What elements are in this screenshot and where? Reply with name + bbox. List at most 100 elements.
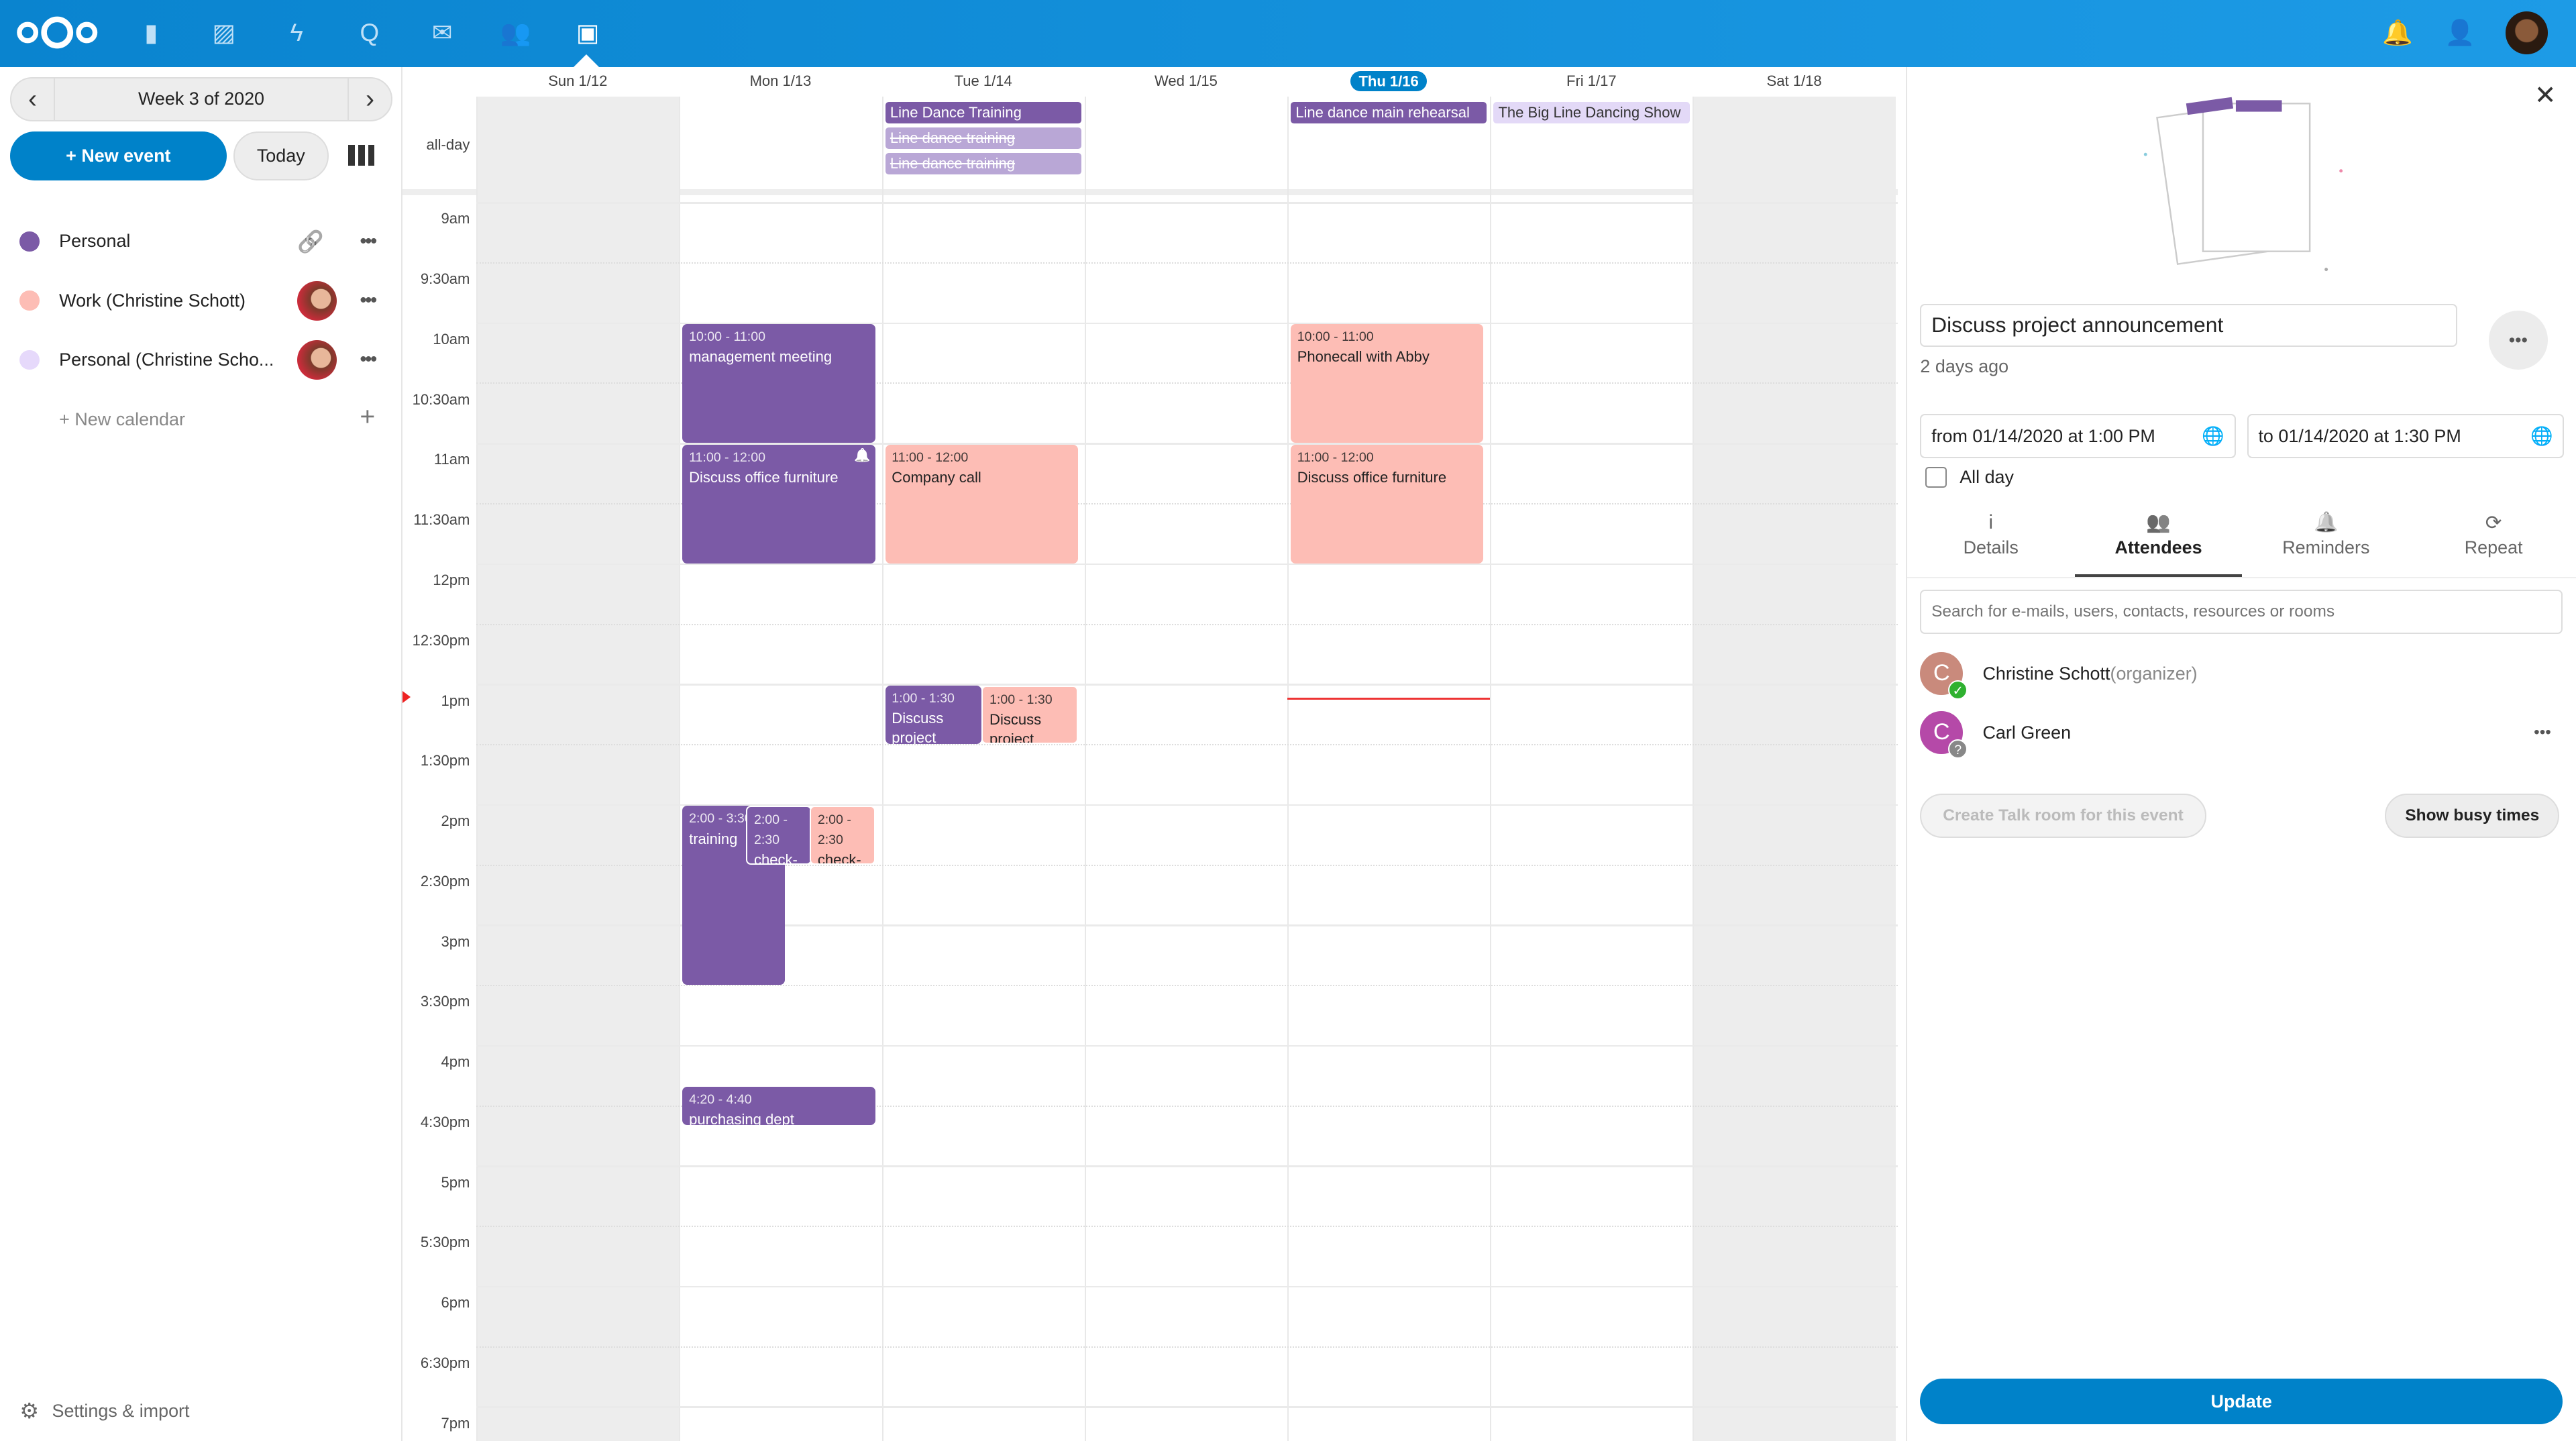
calendar-event[interactable]: 10:00 - 11:00 Phonecall with Abby — [1290, 324, 1484, 443]
next-week-button[interactable]: › — [365, 85, 374, 114]
calendar-event[interactable]: 11:00 - 12:00 Company call — [885, 444, 1079, 564]
notifications-icon[interactable]: 🔔 — [2382, 18, 2413, 46]
event-title-input[interactable]: Discuss project announcement — [1920, 304, 2458, 347]
contacts-icon[interactable]: 👥 — [500, 18, 531, 46]
time-label: 1pm — [441, 692, 470, 709]
calendar-item[interactable]: Personal 🔗 ••• — [0, 212, 402, 271]
calendar-color-dot[interactable] — [19, 350, 40, 370]
timezone-globe-icon[interactable]: 🌐 — [2530, 426, 2553, 447]
attendee-search-input[interactable] — [1920, 590, 2563, 635]
nextcloud-logo[interactable] — [16, 16, 98, 49]
bell-icon: 🔔 — [2314, 511, 2339, 533]
event-time: 1:00 - 1:30 — [892, 690, 955, 706]
user-avatar[interactable] — [2505, 11, 2548, 54]
event-time: 1:00 - 1:30 — [989, 692, 1053, 707]
calendar-icon[interactable]: ▣ — [576, 18, 600, 46]
calendar-event[interactable]: 4:20 - 4:40 purchasing dept — [682, 1087, 875, 1126]
attendee-row[interactable]: C? Carl Green ••• — [1920, 705, 2561, 761]
calendar-event[interactable]: 11:00 - 12:00 Discuss office furniture 🔔 — [682, 444, 875, 564]
divider — [1907, 576, 2576, 579]
grid-line — [476, 1346, 1898, 1348]
day-header[interactable]: Sun 1/12 — [548, 72, 608, 90]
activity-icon[interactable]: ϟ — [290, 18, 303, 46]
plus-icon[interactable]: + — [360, 403, 376, 431]
day-column[interactable] — [1084, 97, 1287, 1441]
day-column[interactable] — [476, 97, 680, 1441]
new-calendar-button[interactable]: + New calendar — [59, 409, 185, 429]
tab-details[interactable]: i Details — [1907, 511, 2075, 577]
calendar-event[interactable]: 1:00 - 1:30 Discuss project — [981, 685, 1079, 745]
calendar-event[interactable]: 10:00 - 11:00 management meeting — [682, 324, 875, 443]
accepted-check-icon: ✓ — [1948, 680, 1968, 700]
new-event-button[interactable]: + New event — [9, 131, 227, 181]
day-column[interactable] — [1693, 97, 1896, 1441]
update-button[interactable]: Update — [1920, 1378, 2563, 1425]
timezone-globe-icon[interactable]: 🌐 — [2202, 426, 2224, 447]
grid-line — [476, 804, 1898, 806]
create-talk-room-button[interactable]: Create Talk room for this event — [1920, 793, 2206, 838]
previous-week-button[interactable]: ‹ — [28, 85, 38, 114]
start-datetime-input[interactable]: from 01/14/2020 at 1:00 PM 🌐 — [1920, 414, 2236, 459]
attendee-role: (organizer) — [2110, 663, 2198, 684]
day-header[interactable]: Mon 1/13 — [749, 72, 812, 90]
day-header[interactable]: Tue 1/14 — [954, 72, 1012, 90]
week-label[interactable]: Week 3 of 2020 — [54, 78, 349, 121]
all-day-label[interactable]: All day — [1960, 466, 2014, 487]
calendar-menu-icon[interactable]: ••• — [360, 229, 377, 252]
show-busy-times-button[interactable]: Show busy times — [2385, 793, 2560, 838]
bell-icon: 🔔 — [854, 448, 871, 464]
day-column[interactable] — [1287, 97, 1490, 1441]
photos-icon[interactable]: ▨ — [212, 18, 236, 46]
contacts-menu-icon[interactable]: 👤 — [2445, 18, 2475, 46]
event-time: 11:00 - 12:00 — [1297, 449, 1374, 465]
event-time: 2:00 - 3:30 — [689, 811, 752, 826]
mail-icon[interactable]: ✉ — [431, 18, 453, 46]
calendar-color-dot[interactable] — [19, 290, 40, 311]
all-day-event[interactable]: Line dance main rehearsal — [1290, 101, 1487, 123]
files-icon[interactable]: ▮ — [144, 18, 158, 46]
tab-repeat[interactable]: ⟳ Repeat — [2410, 511, 2576, 577]
all-day-event[interactable]: The Big Line Dancing Show — [1493, 101, 1690, 123]
talk-icon[interactable]: Q — [360, 18, 380, 46]
calendar-event[interactable]: 1:00 - 1:30 Discuss project announcement — [885, 685, 982, 745]
all-day-event[interactable]: Line dance training — [885, 152, 1081, 174]
calendar-color-dot[interactable] — [19, 231, 40, 252]
calendar-event[interactable]: 2:00 - 3:30 training — [682, 806, 785, 985]
settings-button[interactable]: ⚙ Settings & import — [19, 1399, 190, 1424]
owner-avatar — [297, 280, 337, 321]
all-day-event[interactable]: Line dance training — [885, 127, 1081, 149]
tab-reminders[interactable]: 🔔 Reminders — [2242, 511, 2410, 577]
today-button[interactable]: Today — [233, 131, 329, 181]
day-column[interactable] — [881, 97, 1085, 1441]
event-time: 10:00 - 11:00 — [689, 329, 766, 345]
end-datetime-input[interactable]: to 01/14/2020 at 1:30 PM 🌐 — [2247, 414, 2565, 459]
day-column[interactable] — [1490, 97, 1693, 1441]
calendar-item[interactable]: Work (Christine Schott) ••• — [0, 271, 402, 330]
current-time-marker — [402, 691, 417, 704]
day-column[interactable] — [679, 97, 881, 1441]
day-header[interactable]: Thu 1/16 — [1287, 67, 1490, 97]
all-day-event[interactable]: Line Dance Training — [885, 101, 1081, 123]
more-actions-button[interactable]: ••• — [2488, 310, 2548, 370]
calendar-menu-icon[interactable]: ••• — [360, 289, 377, 312]
day-header[interactable]: Sat 1/18 — [1766, 72, 1822, 90]
calendar-item[interactable]: Personal (Christine Scho... ••• — [0, 330, 402, 389]
time-label: 11am — [433, 451, 470, 468]
attendee-row[interactable]: C ✓ Christine Schott (organizer) — [1920, 645, 2561, 701]
all-day-checkbox[interactable] — [1925, 466, 1947, 488]
share-link-icon[interactable]: 🔗 — [297, 229, 324, 254]
attendee-menu-icon[interactable]: ••• — [2534, 723, 2551, 742]
grid-line — [476, 1226, 1898, 1228]
calendar-name: Personal (Christine Scho... — [59, 349, 274, 370]
calendar-event[interactable]: 2:00 - 2:30 check-in — [746, 806, 812, 865]
event-time: 4:20 - 4:40 — [689, 1091, 752, 1107]
calendar-event[interactable]: 11:00 - 12:00 Discuss office furniture — [1290, 444, 1484, 564]
calendar-event[interactable]: 2:00 - 2:30 check-in — [810, 806, 875, 865]
day-header[interactable]: Fri 1/17 — [1566, 72, 1617, 90]
calendar-menu-icon[interactable]: ••• — [360, 348, 377, 371]
close-icon[interactable]: ✕ — [2534, 81, 2557, 110]
tab-attendees[interactable]: 👥 Attendees — [2074, 511, 2243, 577]
day-header[interactable]: Wed 1/15 — [1154, 72, 1218, 90]
grid-line — [476, 744, 1898, 746]
view-switcher-icon[interactable] — [348, 144, 375, 166]
